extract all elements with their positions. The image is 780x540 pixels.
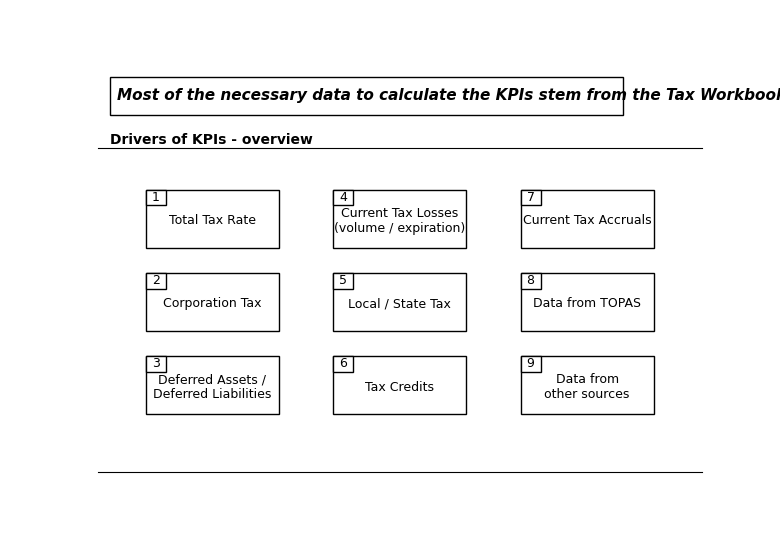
FancyBboxPatch shape [521,273,541,288]
Text: 5: 5 [339,274,347,287]
Text: Data from TOPAS: Data from TOPAS [534,298,641,310]
Text: 3: 3 [152,357,160,370]
Text: Data from
other sources: Data from other sources [544,373,629,401]
Text: 4: 4 [339,191,347,204]
Text: 7: 7 [526,191,534,204]
FancyBboxPatch shape [333,190,353,205]
FancyBboxPatch shape [146,356,279,414]
Text: Current Tax Losses
(volume / expiration): Current Tax Losses (volume / expiration) [334,207,466,235]
FancyBboxPatch shape [333,356,353,372]
FancyBboxPatch shape [146,356,166,372]
FancyBboxPatch shape [521,356,541,372]
Text: 6: 6 [339,357,347,370]
FancyBboxPatch shape [333,356,466,414]
FancyBboxPatch shape [146,273,279,331]
FancyBboxPatch shape [521,273,654,331]
Text: Local / State Tax: Local / State Tax [349,298,451,310]
Text: 8: 8 [526,274,534,287]
FancyBboxPatch shape [109,77,623,114]
Text: Deferred Assets /
Deferred Liabilities: Deferred Assets / Deferred Liabilities [153,373,271,401]
Text: 1: 1 [152,191,160,204]
FancyBboxPatch shape [146,273,166,288]
FancyBboxPatch shape [333,273,466,331]
Text: Total Tax Rate: Total Tax Rate [168,214,256,227]
Text: Most of the necessary data to calculate the KPIs stem from the Tax Workbook: Most of the necessary data to calculate … [117,89,780,104]
FancyBboxPatch shape [333,190,466,248]
Text: Current Tax Accruals: Current Tax Accruals [523,214,651,227]
FancyBboxPatch shape [521,190,541,205]
Text: Drivers of KPIs - overview: Drivers of KPIs - overview [109,133,313,147]
Text: 9: 9 [526,357,534,370]
FancyBboxPatch shape [333,273,353,288]
Text: Corporation Tax: Corporation Tax [163,298,261,310]
FancyBboxPatch shape [521,190,654,248]
Text: Tax Credits: Tax Credits [365,381,434,394]
FancyBboxPatch shape [521,356,654,414]
FancyBboxPatch shape [146,190,166,205]
Text: 2: 2 [152,274,160,287]
FancyBboxPatch shape [146,190,279,248]
